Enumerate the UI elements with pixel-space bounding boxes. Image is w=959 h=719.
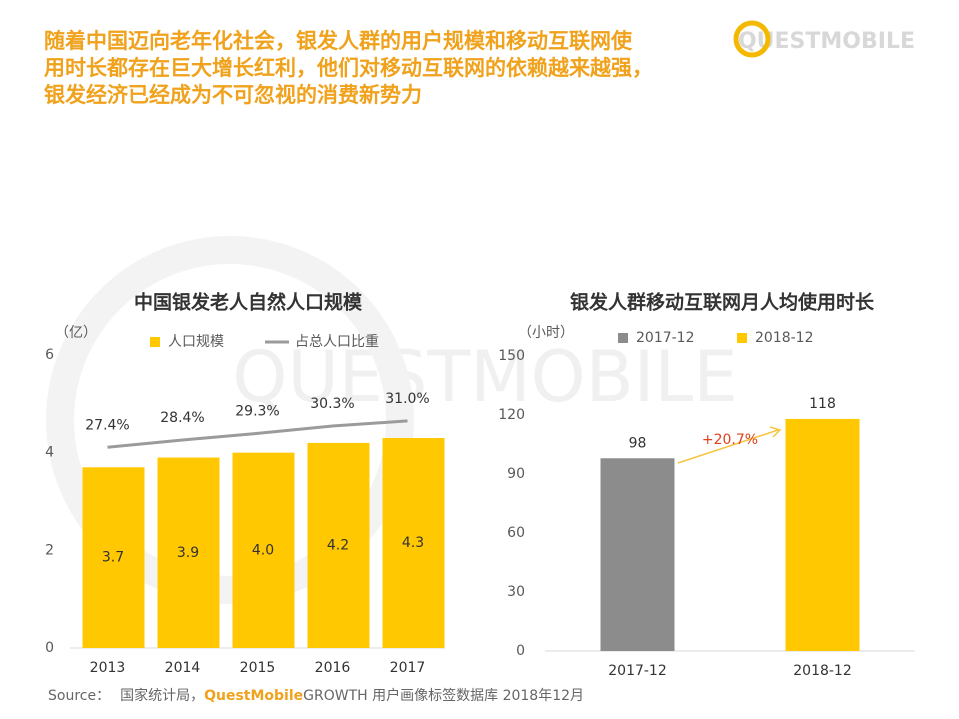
data-label: 4.2 (327, 537, 349, 553)
x-tick-label: 2014 (165, 660, 201, 676)
data-label: 98 (629, 435, 647, 451)
logo-icon (733, 20, 771, 58)
chart-title: 中国银发老人自然人口规模 (134, 291, 363, 314)
data-label: 3.9 (177, 545, 199, 561)
y-tick-label: 4 (45, 445, 54, 461)
data-label: 27.4% (85, 417, 129, 433)
source-brand: QuestMobile (204, 688, 303, 704)
watermark: QUESTMOBILE (232, 336, 737, 418)
x-tick-label: 2015 (240, 660, 276, 676)
data-label: 3.7 (102, 550, 124, 566)
x-tick-label: 2013 (90, 660, 126, 676)
source-text: 国家统计局， (120, 687, 204, 704)
headline-line: 用时长都存在巨大增长红利，他们对移动互联网的依赖越来越强， (44, 56, 653, 80)
data-label: 28.4% (160, 410, 204, 426)
bar (232, 452, 295, 648)
chart-title: 银发人群移动互联网月人均使用时长 (570, 291, 875, 314)
arrow (677, 429, 779, 464)
data-label: 31.0% (385, 391, 429, 407)
line (107, 419, 408, 449)
legend-label: 占总人口比重 (295, 334, 379, 350)
source: Source： 国家统计局，QuestMobileGROWTH 用户画像标签数据库… (48, 687, 584, 704)
source-label: Source： (48, 688, 110, 704)
arrow-head (769, 426, 782, 438)
y-tick-label: 120 (498, 407, 525, 423)
data-label: 4.3 (402, 535, 424, 551)
source-text: GROWTH 用户画像标签数据库 2018年12月 (303, 687, 584, 704)
bar (785, 418, 860, 651)
x-tick-label: 2016 (315, 660, 351, 676)
annotation: +20.7% (702, 432, 758, 448)
y-tick-label: 150 (498, 348, 525, 364)
x-tick-label: 2017 (390, 660, 426, 676)
y-tick-label: 6 (45, 347, 54, 363)
headline-line: 随着中国迈向老年化社会，银发人群的用户规模和移动互联网使 (44, 29, 633, 53)
legend-label: 2018-12 (755, 330, 814, 346)
legend-label: 人口规模 (168, 334, 224, 350)
x-tick-label: 2017-12 (608, 663, 667, 679)
legend-swatch (150, 337, 160, 347)
y-tick-label: 30 (507, 584, 525, 600)
headline-line: 银发经济已经成为不可忽视的消费新势力 (44, 83, 422, 107)
y-tick-label: 0 (516, 643, 525, 659)
y-tick-label: 90 (507, 466, 525, 482)
y-tick-label: 60 (507, 525, 525, 541)
data-label: 30.3% (310, 396, 354, 412)
data-label: 29.3% (235, 403, 279, 419)
y-tick-label: 2 (45, 542, 54, 558)
bar (382, 438, 445, 648)
axis-unit: （小时） (518, 325, 574, 341)
x-tick-label: 2018-12 (793, 663, 852, 679)
legend-swatch (618, 333, 628, 343)
axis-unit: （亿） (55, 325, 97, 341)
data-label: 118 (809, 396, 836, 412)
bar (600, 458, 675, 651)
legend-label: 2017-12 (636, 330, 695, 346)
legend-swatch (737, 333, 747, 343)
bar (307, 442, 370, 648)
bar (82, 467, 145, 648)
y-tick-label: 0 (45, 640, 54, 656)
bar (157, 457, 220, 648)
data-label: 4.0 (252, 542, 274, 558)
